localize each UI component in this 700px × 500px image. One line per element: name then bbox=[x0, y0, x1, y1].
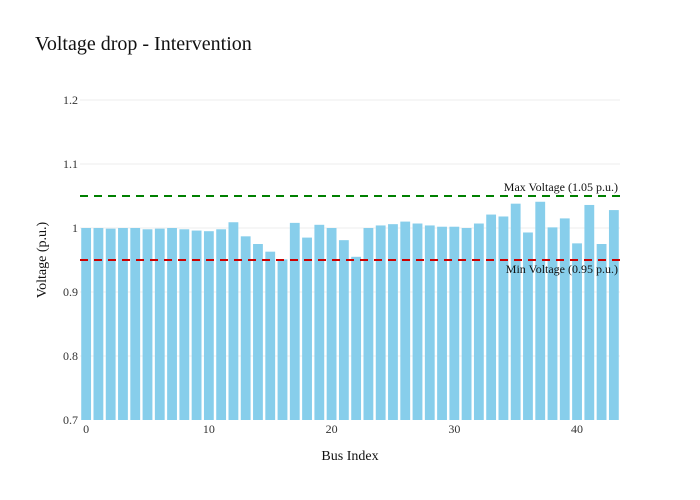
bar-bus-37 bbox=[535, 201, 546, 420]
bar-bus-42 bbox=[596, 244, 607, 420]
bar-bus-39 bbox=[559, 218, 570, 420]
bar-bus-11 bbox=[216, 229, 227, 420]
bar-bus-20 bbox=[326, 228, 337, 420]
bar-bus-36 bbox=[523, 232, 533, 420]
bar-bus-23 bbox=[363, 228, 374, 420]
bar-bus-28 bbox=[424, 225, 435, 420]
bar-bus-30 bbox=[449, 226, 460, 420]
x-tick-label: 10 bbox=[203, 422, 215, 436]
bar-bus-22 bbox=[351, 256, 362, 420]
bar-bus-15 bbox=[265, 251, 276, 420]
bar-bus-40 bbox=[572, 243, 582, 420]
bar-bus-26 bbox=[400, 221, 411, 420]
bar-bus-35 bbox=[510, 203, 521, 420]
bar-bus-9 bbox=[191, 230, 202, 420]
y-tick-label: 0.8 bbox=[63, 349, 78, 363]
x-tick-label: 20 bbox=[326, 422, 338, 436]
bar-bus-38 bbox=[547, 227, 558, 420]
x-tick-label: 0 bbox=[83, 422, 89, 436]
bar-bus-14 bbox=[253, 244, 263, 420]
bar-bus-19 bbox=[314, 224, 325, 420]
y-tick-label: 1.1 bbox=[63, 157, 78, 171]
bar-bus-25 bbox=[388, 224, 398, 420]
bar-bus-32 bbox=[473, 223, 484, 420]
bar-bus-33 bbox=[486, 214, 497, 420]
bar-bus-2 bbox=[105, 228, 116, 420]
y-tick-label: 0.9 bbox=[63, 285, 78, 299]
y-tick-label: 0.7 bbox=[63, 413, 78, 427]
x-tick-labels: 0 10 20 30 40 bbox=[83, 422, 583, 436]
bar-bus-16 bbox=[277, 259, 288, 420]
reference-lines: Max Voltage (1.05 p.u.) Min Voltage (0.95… bbox=[80, 180, 620, 276]
bar-bus-34 bbox=[498, 216, 509, 420]
bar-bus-12 bbox=[228, 222, 239, 420]
bar-bus-43 bbox=[608, 210, 619, 420]
x-axis-title: Bus Index bbox=[321, 449, 378, 464]
reference-line-label-0: Max Voltage (1.05 p.u.) bbox=[504, 180, 618, 194]
bar-bus-6 bbox=[154, 228, 165, 420]
bar-bus-3 bbox=[118, 228, 128, 420]
bar-bus-27 bbox=[412, 223, 423, 420]
bar-bus-4 bbox=[130, 228, 141, 420]
bar-bus-29 bbox=[437, 226, 447, 420]
x-tick-label: 30 bbox=[448, 422, 460, 436]
bar-bus-17 bbox=[289, 222, 300, 420]
y-tick-label: 1 bbox=[72, 221, 78, 235]
bars bbox=[81, 201, 619, 420]
reference-line-label-1: Min Voltage (0.95 p.u.) bbox=[506, 262, 618, 276]
bar-bus-31 bbox=[461, 228, 472, 420]
y-axis-title: Voltage (p.u.) bbox=[35, 221, 50, 298]
bar-bus-0 bbox=[81, 228, 92, 420]
bar-bus-41 bbox=[584, 204, 595, 420]
chart-title: Voltage drop - Intervention bbox=[35, 33, 252, 55]
bar-bus-5 bbox=[142, 229, 153, 420]
y-tick-label: 1.2 bbox=[63, 93, 78, 107]
bar-bus-21 bbox=[338, 240, 349, 420]
bar-bus-10 bbox=[203, 231, 214, 420]
bar-bus-7 bbox=[167, 228, 177, 420]
bar-bus-13 bbox=[240, 236, 251, 420]
y-tick-labels: 0.7 0.8 0.9 1 1.1 1.2 bbox=[63, 93, 78, 427]
bar-bus-18 bbox=[302, 237, 312, 420]
bar-bus-24 bbox=[375, 225, 386, 420]
x-tick-label: 40 bbox=[571, 422, 583, 436]
bar-bus-8 bbox=[179, 229, 190, 420]
bar-bus-1 bbox=[93, 228, 104, 420]
